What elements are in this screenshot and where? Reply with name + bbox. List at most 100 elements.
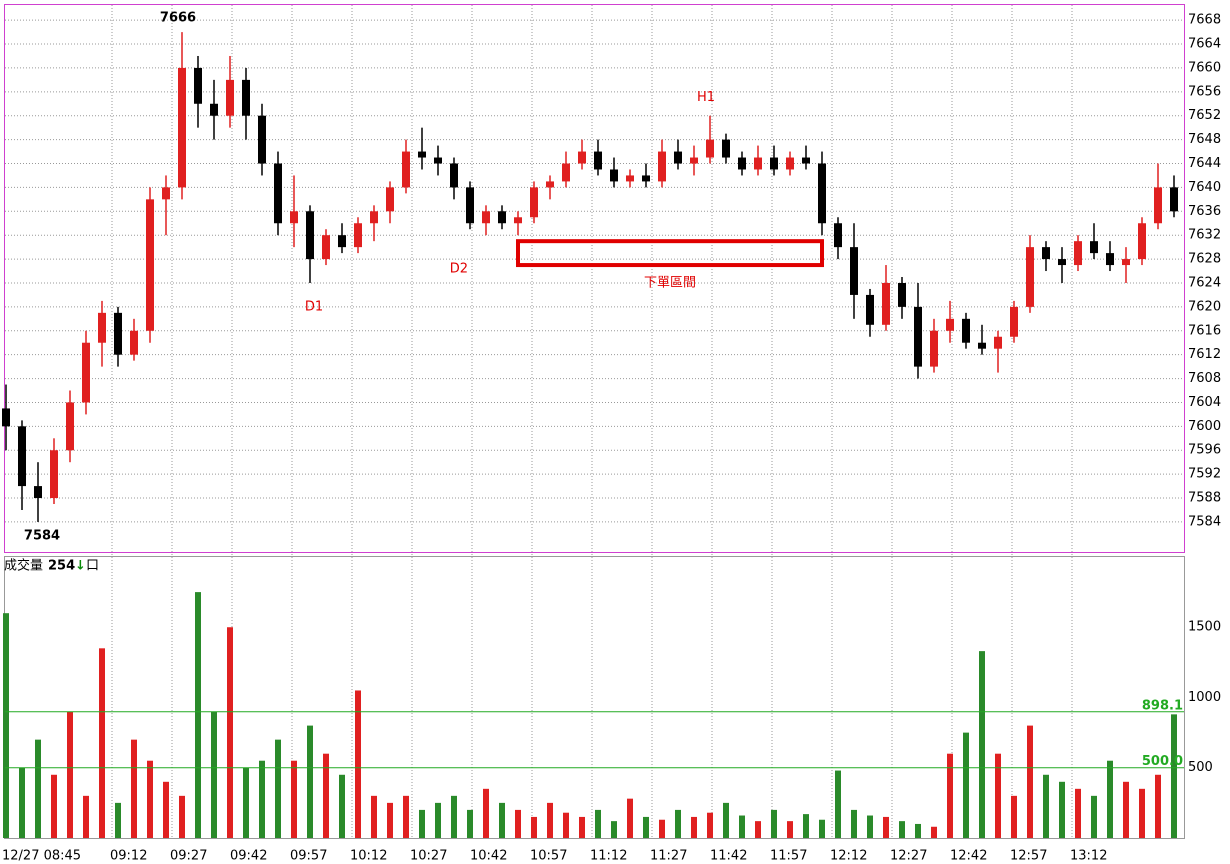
volume-bar xyxy=(803,814,809,838)
volume-bar xyxy=(915,823,921,838)
volume-bar xyxy=(643,816,649,838)
volume-bar xyxy=(339,774,345,838)
reference-label: 898.1 xyxy=(1142,698,1183,713)
y-tick-label: 7584 xyxy=(1188,514,1221,529)
volume-bar xyxy=(1155,774,1161,838)
candle-body xyxy=(194,67,202,104)
candle-body xyxy=(786,157,794,170)
y-tick-label: 7632 xyxy=(1188,228,1221,243)
candle-body xyxy=(594,151,602,170)
volume-bar xyxy=(899,821,905,838)
volume-bar xyxy=(579,816,585,838)
candle-body xyxy=(306,211,314,260)
candle-body xyxy=(162,187,170,200)
volume-bar xyxy=(451,795,457,838)
candle-body xyxy=(962,318,970,343)
candle-body xyxy=(914,306,922,367)
candle-body xyxy=(578,151,586,164)
volume-unit: 口 xyxy=(86,559,99,574)
y-tick-label: 7604 xyxy=(1188,395,1221,410)
volume-bar xyxy=(931,826,937,838)
volume-bar xyxy=(531,816,537,838)
candle-body xyxy=(530,187,538,218)
candle-body xyxy=(258,115,266,164)
candle-body xyxy=(930,330,938,367)
y-tick-label: 1500 xyxy=(1188,620,1221,635)
volume-bar xyxy=(1139,788,1145,838)
candle-body xyxy=(850,247,858,295)
x-tick-label: 10:42 xyxy=(470,849,507,864)
x-tick-label: 11:42 xyxy=(710,849,747,864)
annotation: H1 xyxy=(697,90,715,105)
candle-body xyxy=(754,157,762,170)
volume-bar xyxy=(227,627,233,838)
volume-bar xyxy=(99,648,105,838)
y-tick-label: 7668 xyxy=(1188,13,1221,28)
y-tick-label: 7628 xyxy=(1188,252,1221,267)
candle-body xyxy=(610,169,618,182)
x-tick-label: 10:12 xyxy=(350,849,387,864)
labels: 成交量 254 ↓ 口 7584 7588 7592 7596 7600 7604 7608… xyxy=(2,11,1221,864)
volume-bar xyxy=(979,651,985,838)
zone-label: 下單區間 xyxy=(644,276,696,291)
volume-bar xyxy=(1075,788,1081,838)
x-tick-label: 12/27 08:45 xyxy=(2,849,81,864)
volume-bar xyxy=(307,725,313,838)
price-panel-border xyxy=(4,4,1185,553)
volume-bar xyxy=(387,802,393,838)
annotation: D2 xyxy=(450,262,468,277)
candle-body xyxy=(1122,259,1130,266)
volume-bar xyxy=(403,795,409,838)
candle-body xyxy=(178,67,186,188)
y-tick-label: 7620 xyxy=(1188,299,1221,314)
annotation: 7584 xyxy=(24,528,60,543)
order-zone xyxy=(516,239,824,268)
candle-body xyxy=(1074,241,1082,266)
y-tick-label: 7596 xyxy=(1188,443,1221,458)
candle-body xyxy=(546,181,554,188)
volume-bar xyxy=(19,767,25,838)
y-tick-label: 7640 xyxy=(1188,180,1221,195)
candle-body xyxy=(386,187,394,212)
volume-bar xyxy=(259,760,265,838)
candle-body xyxy=(946,318,954,331)
volume-bar xyxy=(1091,795,1097,838)
candle-body xyxy=(1170,187,1178,212)
y-tick-label: 7660 xyxy=(1188,60,1221,75)
y-tick-label: 7648 xyxy=(1188,132,1221,147)
y-tick-label: 1000 xyxy=(1188,690,1221,705)
candle-body xyxy=(626,175,634,182)
y-tick-label: 7664 xyxy=(1188,37,1221,52)
candle-body xyxy=(898,282,906,307)
x-tick-label: 09:42 xyxy=(230,849,267,864)
candle-body xyxy=(722,139,730,158)
candle-body xyxy=(18,426,26,487)
volume-bar xyxy=(707,812,713,838)
volume-bar xyxy=(771,809,777,838)
candle-body xyxy=(978,342,986,349)
candle-body xyxy=(114,312,122,355)
candle-body xyxy=(226,79,234,116)
candle-body xyxy=(50,450,58,499)
volume-bar xyxy=(179,795,185,838)
x-tick-label: 09:12 xyxy=(110,849,147,864)
volume-bar xyxy=(435,802,441,838)
volume-bar xyxy=(371,795,377,838)
x-tick-label: 09:27 xyxy=(170,849,207,864)
volume-bar xyxy=(163,781,169,838)
volume-bar xyxy=(1043,774,1049,838)
volume-bar xyxy=(323,753,329,838)
candle-body xyxy=(1154,187,1162,224)
volume-arrow: ↓ xyxy=(75,559,86,574)
volume-bar xyxy=(467,809,473,838)
x-tick-label: 12:57 xyxy=(1010,849,1047,864)
candle-body xyxy=(882,282,890,325)
candle-body xyxy=(1026,247,1034,307)
volume-bar xyxy=(627,798,633,838)
y-tick-label: 7636 xyxy=(1188,204,1221,219)
x-tick-label: 09:57 xyxy=(290,849,327,864)
volume-bar xyxy=(851,809,857,838)
volume-bar xyxy=(35,739,41,838)
volume-bar xyxy=(275,739,281,838)
